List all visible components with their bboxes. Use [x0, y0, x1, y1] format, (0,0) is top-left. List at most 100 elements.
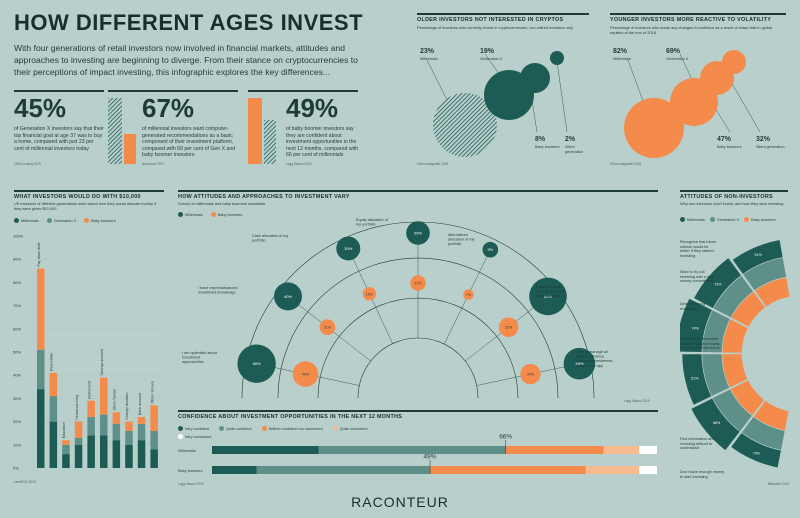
bar-segment	[74, 421, 83, 438]
statement-label: Alternatives allocation of my portfolio	[448, 233, 474, 246]
stat-text: of millennial investors want computer-ge…	[142, 126, 236, 159]
sunburst-label: Don't have enough money to start investi…	[680, 470, 725, 479]
legend-item: Generation X	[709, 217, 739, 222]
legend-item: Quite concerned	[332, 426, 368, 431]
non-investors-sunburst: 51% 73% 74% 51% 66% 79%	[680, 239, 791, 469]
stat-divider	[248, 90, 358, 92]
bar-segment	[125, 421, 133, 431]
confidence-segment	[318, 446, 506, 454]
crypto-label: Millennials	[420, 57, 438, 61]
crypto-pct: 23%	[420, 48, 435, 55]
sunburst-label: Find information about investing difficu…	[680, 437, 718, 451]
crypto-pct: 8%	[535, 136, 546, 143]
boomer-bubble	[410, 275, 426, 291]
millennial-bubble	[336, 236, 361, 261]
section-subtitle: Percentage of investors who made any cha…	[610, 25, 772, 35]
section-subtitle: Survey of millennials and baby boomers w…	[178, 201, 266, 206]
legend-item: Generation X	[46, 218, 76, 223]
legend-item: Baby boomers	[744, 217, 776, 222]
bubble-millennials	[433, 93, 497, 157]
legend: Millennials Generation X Baby boomers	[680, 217, 776, 222]
y-tick-label: 100%	[13, 234, 24, 239]
boomer-value: 49%	[302, 373, 310, 377]
bar-segment	[100, 435, 108, 468]
section-title: WHAT INVESTORS WOULD DO WITH $10,000	[14, 194, 141, 200]
legend-item: Baby boomers	[210, 212, 242, 217]
bar-segment	[74, 437, 83, 445]
millennial-value: 29%	[414, 231, 422, 236]
stat-divider	[14, 90, 104, 92]
confidence-segment	[505, 446, 604, 454]
legend-dot	[709, 217, 715, 222]
crypto-pct: 2%	[565, 136, 576, 143]
bar-category-label: Real estate	[50, 353, 54, 371]
legend-dot	[14, 218, 19, 223]
section-subtitle: Percentage of investors who currently in…	[417, 25, 573, 30]
section-title: YOUNGER INVESTORS MORE REACTIVE TO VOLAT…	[610, 17, 772, 23]
sunburst-segment	[721, 353, 749, 389]
boomer-value: 7%	[466, 293, 472, 297]
bar-segment	[137, 423, 146, 441]
legend-item: Quite confident	[219, 426, 252, 431]
confidence-marker-label: 66%	[499, 434, 512, 441]
boomer-value: 34%	[527, 373, 535, 377]
vol-label: Generation X	[666, 57, 689, 61]
section-subtitle: Why non-investors don't invest, and how …	[680, 201, 784, 206]
bar-segment	[150, 430, 158, 450]
crypto-label: Baby boomers	[535, 145, 560, 149]
legend: Millennials Baby boomers	[178, 212, 242, 217]
legend: Millennials Generation X Baby boomers	[14, 218, 116, 223]
bubble-boomers	[520, 63, 550, 93]
boomer-bubble	[498, 317, 519, 337]
y-tick-label: 80%	[13, 280, 21, 285]
stat-divider	[108, 90, 238, 92]
sunburst-label: Too worried about their financial situat…	[680, 337, 720, 351]
confidence-segment	[603, 446, 640, 454]
vol-label: Millennials	[613, 57, 631, 61]
bar-segment	[49, 372, 58, 397]
statement-label: I am optimistic about investment opportuni…	[182, 351, 218, 364]
millennial-bubble	[273, 282, 302, 311]
confidence-segment	[585, 466, 640, 474]
section-divider	[417, 13, 589, 15]
legend-item: Neither confident nor concerned	[261, 426, 323, 431]
legend-item: Millennials	[14, 218, 39, 223]
vol-pct: 32%	[756, 136, 771, 143]
stat-source: Legg Mason 2019	[286, 162, 312, 166]
bar-segment	[37, 389, 45, 468]
confidence-segment	[212, 466, 257, 474]
stat-text: of baby boomer investors say they are co…	[286, 126, 359, 159]
section-subtitle: US investors of different generations we…	[14, 201, 157, 211]
bar-category-label: Other/ Unsure	[150, 381, 154, 404]
section-title: HOW ATTITUDES AND APPROACHES TO INVESTME…	[178, 194, 350, 200]
leader-line	[556, 61, 568, 133]
ten-k-chart: 0% 10% 20% 30% 40% 50% 60% 70% 80% 90% 100% Pay dow…	[13, 234, 160, 471]
sunburst-segment	[754, 276, 791, 308]
stat-bar-icon	[248, 98, 276, 164]
bar-segment	[150, 405, 158, 431]
boomer-bubble	[520, 363, 541, 385]
bar-segment	[62, 454, 70, 468]
legend-item: Millennials	[680, 217, 705, 222]
vol-pct: 47%	[717, 136, 732, 143]
sunburst-value: 66%	[713, 421, 721, 425]
bar-segment	[62, 444, 70, 455]
stat-text: of Generation X investors say that their…	[14, 126, 104, 152]
volatility-bubbles	[624, 50, 761, 158]
row-label: Baby boomers	[178, 469, 203, 473]
section-divider	[178, 410, 658, 412]
leader-line	[531, 99, 538, 133]
arc-ring	[357, 337, 479, 399]
bar-segment	[150, 449, 158, 468]
y-tick-label: 30%	[13, 396, 21, 401]
bar-segment	[112, 423, 121, 441]
bar-segment	[100, 377, 108, 415]
legend-dot	[744, 217, 750, 222]
bar-segment	[137, 416, 146, 424]
statement-label: I choose funds according to ESG considerat…	[536, 285, 566, 298]
section-divider	[680, 190, 788, 192]
bar-segment	[49, 421, 58, 468]
bar-category-label: Bank account	[138, 393, 142, 415]
confidence-segment	[212, 446, 319, 454]
boomer-bubble	[463, 289, 474, 300]
